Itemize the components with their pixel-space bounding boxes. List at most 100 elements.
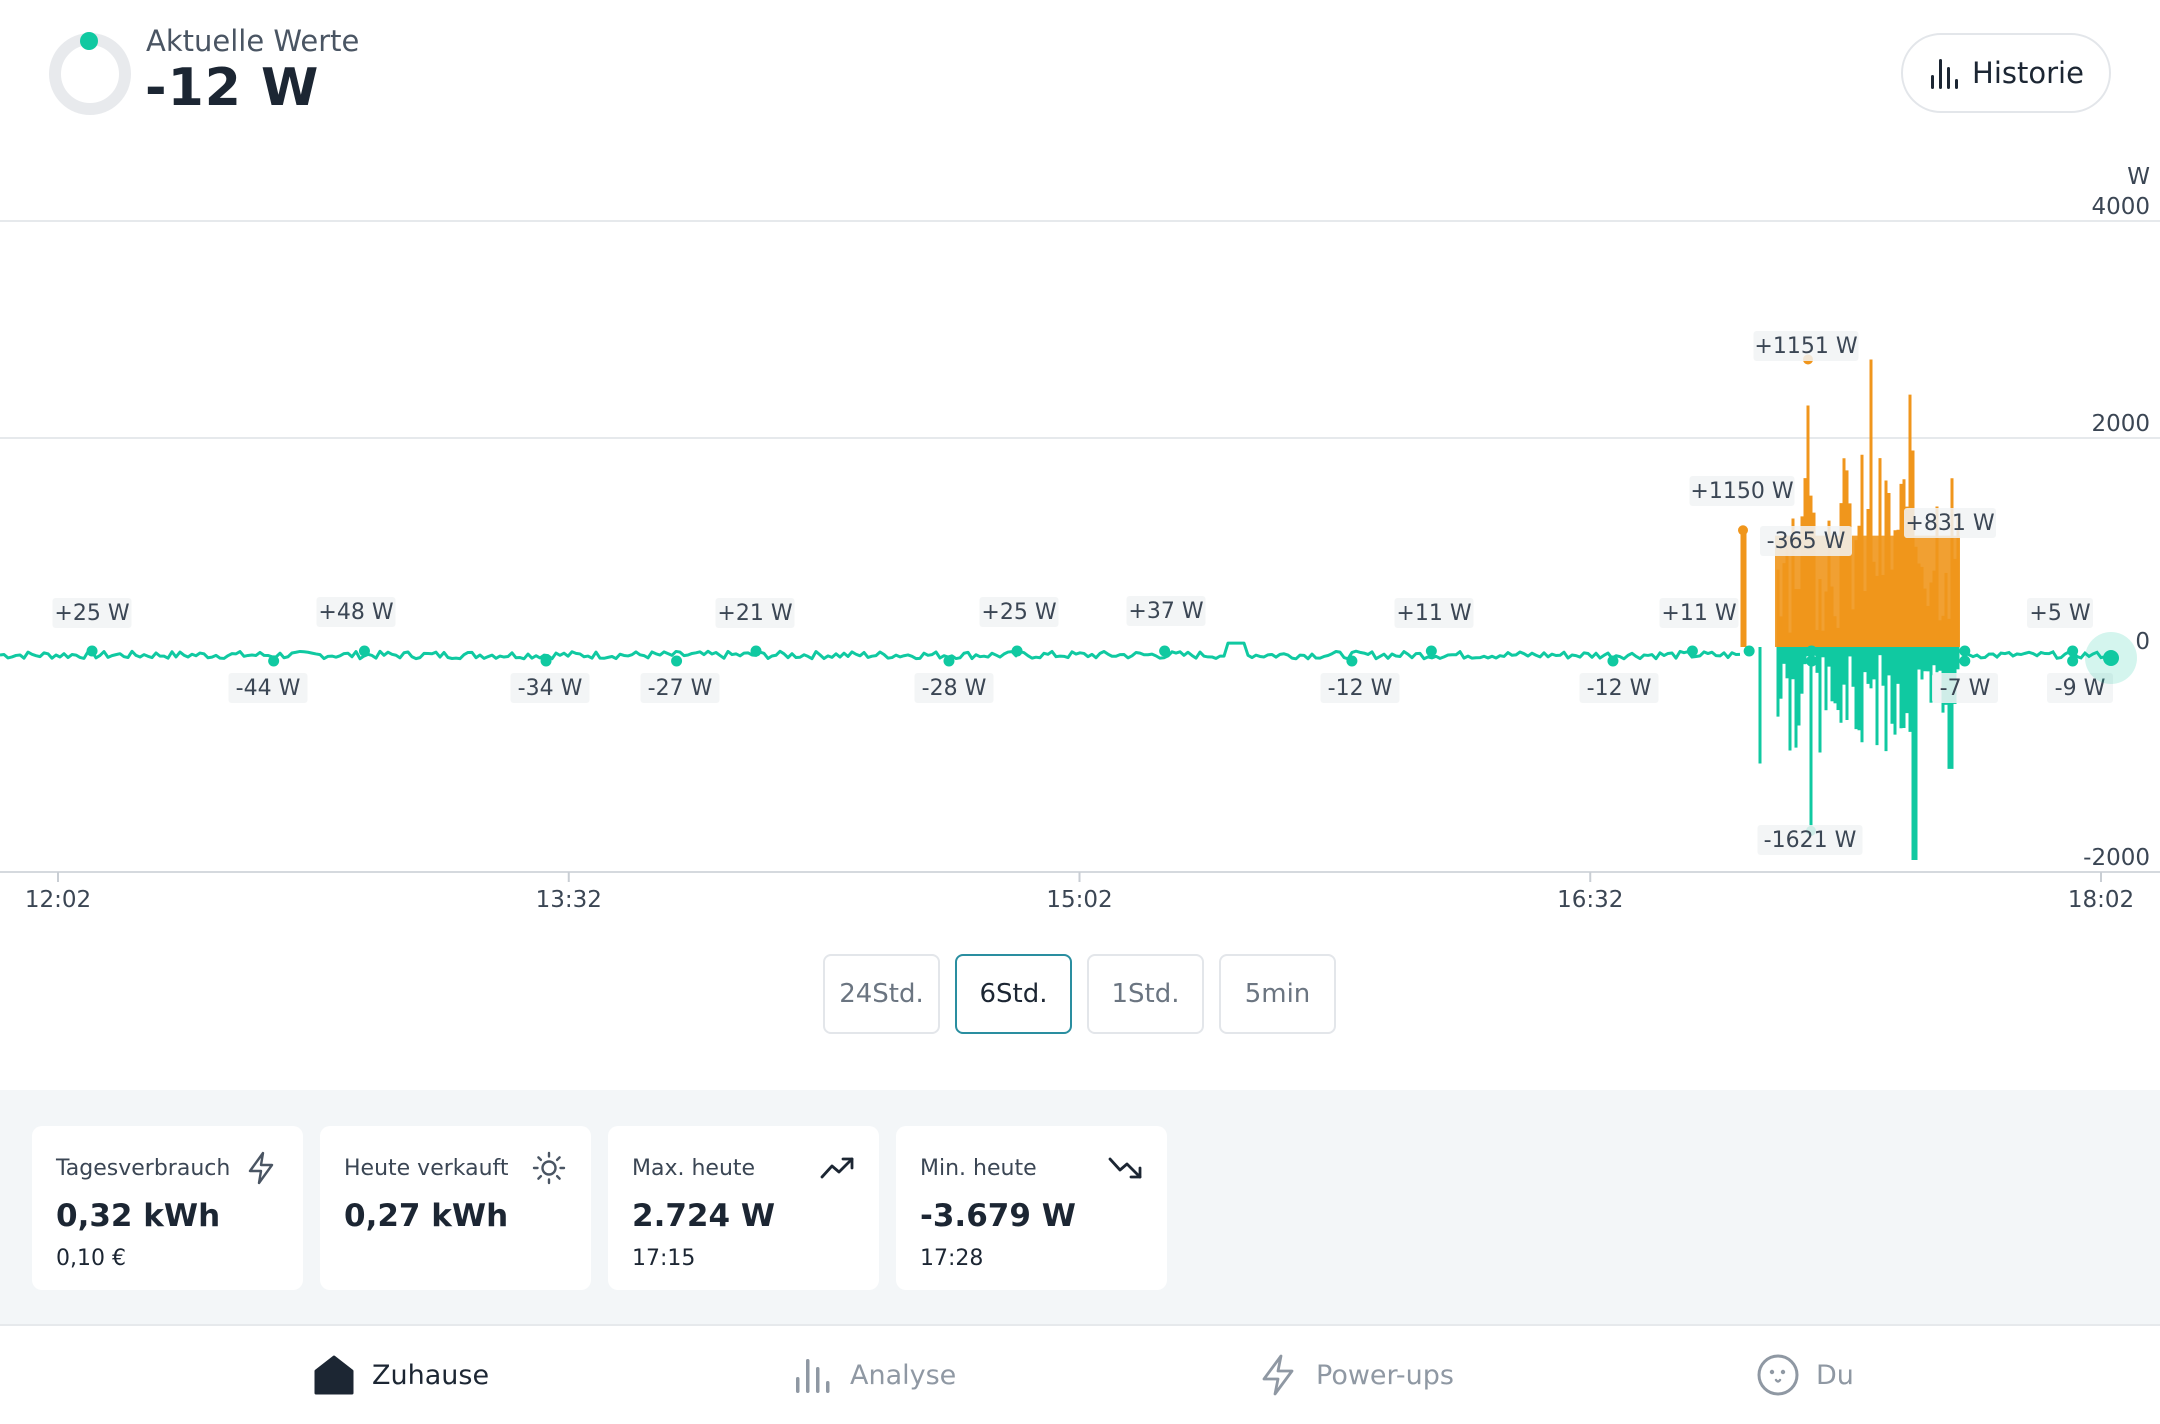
annotation-bg [1689,476,1795,506]
annotation-text: +5 W [2029,601,2090,626]
annotation-marker [1425,645,1437,657]
lightning-icon [248,1151,274,1185]
stat-sub: 17:15 [632,1246,696,1271]
annotation-bg [52,598,132,628]
power-chart[interactable]: 12:02 13:32 15:02 16:32 18:02 +25 W -44 W +48 … [0,150,2160,930]
annotation-text: +1151 W [1754,334,1857,359]
stat-title: Max. heute [632,1156,756,1181]
annotation-text: -44 W [236,676,301,701]
nav-item-power-ups[interactable]: Power-ups [1256,1350,1454,1400]
annotation-bg [914,673,994,703]
nav-item-du[interactable]: Du [1756,1350,1854,1400]
annotation-text: +1150 W [1690,479,1793,504]
stat-title: Heute verkauft [344,1156,509,1181]
annotation-label: -28 W [914,673,994,703]
annotation-bg [510,673,590,703]
annotation-label: +11 W [1659,598,1739,628]
y-ticks: W 4000 2000 0 -2000 [2083,164,2150,871]
annotation-label: +37 W [1126,596,1206,626]
historie-button[interactable]: Historie [1901,33,2111,113]
annotation-bg [316,597,396,627]
annotation-label: +1151 W [1753,331,1859,361]
current-power-value: -12 W [145,58,320,118]
annotation-text: -34 W [518,676,583,701]
range-24h-button[interactable]: 24Std. [823,954,940,1034]
annotation-label: -7 W [1932,673,1998,703]
annotation-label: +48 W [316,597,396,627]
annotation-text: -27 W [648,676,713,701]
annotation-text: -1621 W [1764,828,1857,853]
bottom-navigation: Zuhause Analyse Power-ups Du [0,1324,2160,1424]
stat-card-min-today[interactable]: Min. heute -3.679 W 17:28 [896,1126,1167,1290]
annotation-marker [1011,645,1023,657]
home-icon [314,1355,354,1395]
annotation-text: +21 W [717,601,792,626]
annotation-label: -34 W [510,673,590,703]
annotation-text: +48 W [318,600,393,625]
nav-item-zuhause[interactable]: Zuhause [312,1350,489,1400]
annotation-bg [1753,331,1859,361]
current-values-label: Aktuelle Werte [146,24,360,58]
nav-item-analyse[interactable]: Analyse [790,1350,956,1400]
annotation-marker [358,645,370,657]
series [0,359,2111,860]
stats-area: Tagesverbrauch 0,32 kWh 0,10 € Heute ver… [0,1090,2160,1324]
annotation-text: +37 W [1128,599,1203,624]
annotation-bg [715,598,795,628]
x-tick-label: 13:32 [536,887,602,913]
annotation-bg [1904,508,1996,538]
power-chart-svg: 12:02 13:32 15:02 16:32 18:02 +25 W -44 W +48 … [0,164,2160,913]
annotation-label: +25 W [979,597,1059,627]
status-dot [80,32,98,50]
annotation-marker [671,655,683,667]
nav-label: Analyse [850,1359,957,1391]
trend-up-icon [820,1157,854,1179]
annotation-bg [228,673,308,703]
historie-label: Historie [1972,56,2084,90]
annotation-label: +25 W [52,598,132,628]
annotation-bg [979,597,1059,627]
annotation-bg [1579,673,1659,703]
stat-card-max-today[interactable]: Max. heute 2.724 W 17:15 [608,1126,879,1290]
annotation-marker [1743,645,1755,657]
x-tick-label: 16:32 [1557,887,1623,913]
bar-chart-icon [1931,59,1959,89]
annotation-marker [1959,655,1971,667]
stat-title: Tagesverbrauch [56,1156,231,1181]
annotation-label: +5 W [2027,598,2093,628]
stat-sub: 17:28 [920,1246,984,1271]
annotation-marker [2067,655,2079,667]
stat-card-daily-consumption[interactable]: Tagesverbrauch 0,32 kWh 0,10 € [32,1126,303,1290]
annotation-bg [1659,598,1739,628]
x-tick-label: 18:02 [2068,887,2134,913]
annotation-marker [1806,645,1818,657]
annotation-marker [2067,645,2079,657]
stat-value: -3.679 W [920,1198,1076,1234]
annotation-marker [86,645,98,657]
annotation-marker [1686,645,1698,657]
y-unit-label: W [2127,164,2150,190]
annotation-text: +831 W [1905,511,1994,536]
header: Aktuelle Werte -12 W Historie [0,0,2160,150]
y-tick-label: 0 [2135,629,2150,655]
range-1h-button[interactable]: 1Std. [1087,954,1204,1034]
annotation-text: +25 W [54,601,129,626]
stat-value: 0,27 kWh [344,1198,509,1234]
annotation-bg [1760,526,1852,556]
stat-card-sold-today[interactable]: Heute verkauft 0,27 kWh [320,1126,591,1290]
annotation-bg [1394,598,1474,628]
annotation-label: -12 W [1579,673,1659,703]
range-6h-button[interactable]: 6Std. [955,954,1072,1034]
range-5min-button[interactable]: 5min [1219,954,1336,1034]
annotation-label: +1150 W [1689,476,1795,506]
sun-icon [532,1151,566,1185]
stat-value: 2.724 W [632,1198,776,1234]
annotation-text: -28 W [922,676,987,701]
nav-label: Zuhause [372,1359,490,1391]
annotation-bg [1932,673,1998,703]
annotation-label: -27 W [640,673,720,703]
annotation-label: +11 W [1394,598,1474,628]
face-icon [1757,1354,1799,1396]
stat-value: 0,32 kWh [56,1198,221,1234]
annotation-text: -12 W [1587,676,1652,701]
